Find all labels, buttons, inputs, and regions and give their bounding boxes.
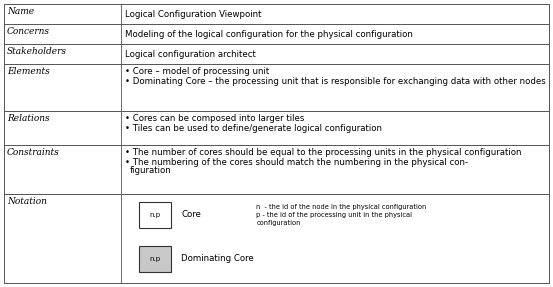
Text: Relations: Relations: [7, 114, 50, 123]
Text: Concerns: Concerns: [7, 27, 50, 36]
Text: figuration: figuration: [130, 166, 172, 175]
Bar: [4, 145, 549, 194]
Text: Elements: Elements: [7, 67, 50, 76]
Bar: [4, 24, 549, 44]
Bar: [139, 245, 171, 272]
Text: Notation: Notation: [7, 197, 47, 206]
Text: • The number of cores should be equal to the processing units in the physical co: • The number of cores should be equal to…: [125, 148, 521, 157]
Text: n.p: n.p: [150, 212, 161, 218]
Text: • The numbering of the cores should match the numbering in the physical con-: • The numbering of the cores should matc…: [125, 158, 468, 167]
Text: • Core – model of processing unit: • Core – model of processing unit: [125, 67, 269, 76]
Text: Logical Configuration Viewpoint: Logical Configuration Viewpoint: [125, 9, 262, 19]
Text: Name: Name: [7, 7, 34, 16]
Bar: [4, 4, 549, 24]
Text: Constraints: Constraints: [7, 148, 60, 157]
Text: Dominating Core: Dominating Core: [181, 254, 254, 263]
Text: • Cores can be composed into larger tiles: • Cores can be composed into larger tile…: [125, 114, 305, 123]
Text: Modeling of the logical configuration for the physical configuration: Modeling of the logical configuration fo…: [125, 30, 413, 39]
Text: • Tiles can be used to define/generate logical configuration: • Tiles can be used to define/generate l…: [125, 124, 382, 133]
Bar: [4, 64, 549, 111]
Text: Core: Core: [181, 210, 201, 219]
Bar: [4, 44, 549, 64]
Text: Stakeholders: Stakeholders: [7, 47, 67, 56]
Text: Logical configuration architect: Logical configuration architect: [125, 50, 256, 59]
Text: • Dominating Core – the processing unit that is responsible for exchanging data : • Dominating Core – the processing unit …: [125, 77, 546, 86]
Bar: [4, 194, 549, 283]
Bar: [139, 202, 171, 228]
Text: n.p: n.p: [150, 255, 161, 261]
Bar: [4, 111, 549, 145]
Text: n  - the id of the node in the physical configuration
p - the id of the processi: n - the id of the node in the physical c…: [256, 204, 426, 226]
